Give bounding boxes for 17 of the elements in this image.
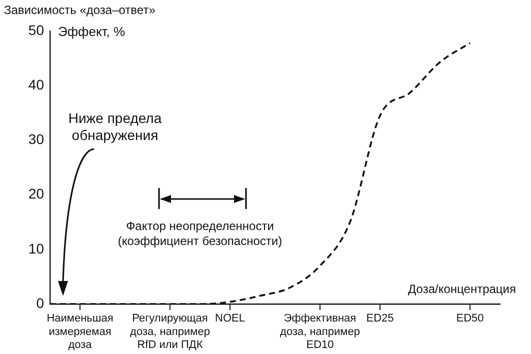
y-tick-label: 20 <box>28 186 44 202</box>
y-tick-label: 0 <box>36 294 44 311</box>
x-tick-label: Наименьшая измеряемая доза <box>46 312 114 352</box>
y-tick-label: 50 <box>28 22 44 38</box>
x-tick-label: NOEL <box>215 312 245 325</box>
chart-title: Зависимость «доза–ответ» <box>4 3 156 17</box>
x-tick-label: Регулирующая доза, например RfD или ПДК <box>130 312 210 352</box>
x-axis-title: Доза/концентрация <box>408 282 516 296</box>
x-tick-label: Эффективная доза, например ED10 <box>280 312 360 352</box>
x-tick-label: ED50 <box>456 312 484 325</box>
y-tick-label: 30 <box>28 131 44 148</box>
y-tick-label: 40 <box>28 76 44 92</box>
x-tick-label: ED25 <box>366 312 394 325</box>
annotation: Ниже предела обнаружения <box>68 110 162 143</box>
y-axis-title: Эффект, % <box>58 24 126 39</box>
y-tick-label: 10 <box>28 240 44 256</box>
annotation: Фактор неопределенности (коэффициент безопасности) <box>118 219 282 248</box>
